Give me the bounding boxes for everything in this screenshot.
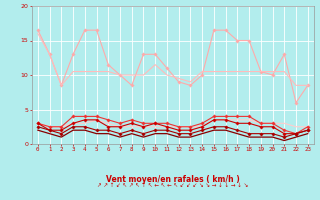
Text: ↗ ↗ ↑ ↙ ↖ ↗ ↖ ↑ ↖ ← ↖ ← ↖ ↙ ↙ ↙ ↘ ↘ → ↓ ↓ → ↓ ↘: ↗ ↗ ↑ ↙ ↖ ↗ ↖ ↑ ↖ ← ↖ ← ↖ ↙ ↙ ↙ ↘ ↘ → ↓ … bbox=[97, 183, 248, 188]
X-axis label: Vent moyen/en rafales ( km/h ): Vent moyen/en rafales ( km/h ) bbox=[106, 175, 240, 184]
